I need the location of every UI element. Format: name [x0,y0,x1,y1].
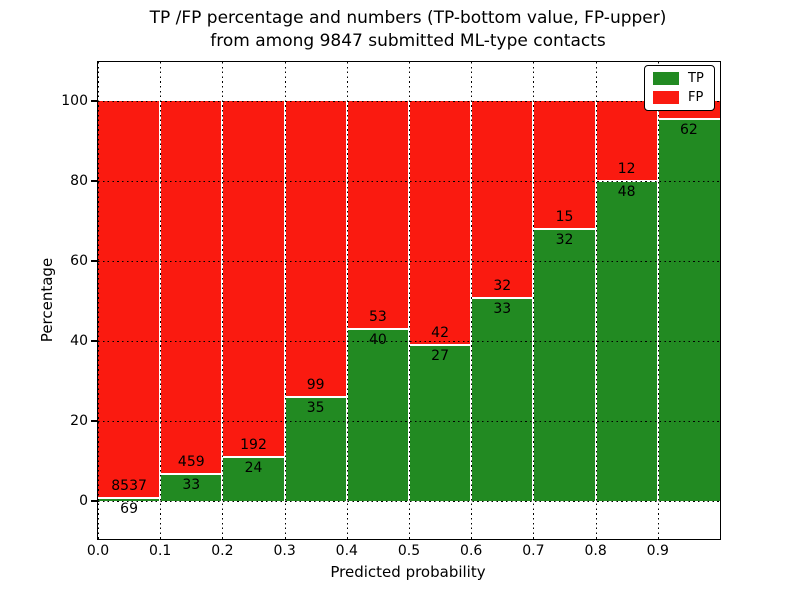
bar-label-fp-4: 53 [368,309,387,325]
bar-label-fp-3: 99 [306,376,325,393]
x-tick-label-0.2: 0.2 [211,543,234,559]
gridline-x-0.4 [346,62,348,539]
bar-label-tp-4: 40 [368,332,387,348]
bar-boundary-edge-0 [98,496,161,499]
bar-boundary-edge-3 [284,395,347,398]
y-tick-label-100: 100 [61,93,88,109]
gridline-x-0.2 [222,62,224,539]
gridline-x-0.8 [595,62,597,539]
bar-label-fp-2: 192 [240,436,267,453]
bar-segment-fp-4 [346,101,409,329]
bar-label-tp-5: 27 [431,347,450,364]
y-tick-label-0: 0 [79,493,88,509]
y-tick-mark-40 [91,340,97,342]
bar-segment-fp-8 [595,101,658,181]
bar-label-tp-8: 48 [617,184,636,200]
bar-boundary-edge-5 [409,343,472,346]
bar-label-fp-1: 459 [177,454,205,471]
gridline-x-0.7 [533,62,535,539]
y-tick-mark-20 [91,420,97,422]
bar-segment-tp-4 [346,329,409,501]
bar-label-tp-2: 24 [244,459,263,476]
bar-boundary-edge-1 [160,473,223,476]
bar-segment-tp-2 [222,456,285,501]
x-tick-label-0.7: 0.7 [522,543,545,559]
bar-boundary-edge-2 [222,455,285,458]
bar-segment-tp-5 [409,344,472,501]
bar-boundary-edge-4 [346,328,409,330]
bar-segment-tp-1 [160,474,223,501]
y-tick-label-20: 20 [70,413,88,429]
y-axis-label: Percentage [38,257,56,343]
legend: TP FP [644,65,715,111]
bar-label-fp-7: 15 [555,208,574,225]
y-tick-mark-100 [91,100,97,102]
bar-boundary-edge-7 [533,227,596,230]
bar-segment-fp-5 [409,101,472,345]
y-tick-mark-60 [91,260,97,262]
gridline-x-0.9 [657,62,659,539]
legend-swatch-tp-icon [653,72,679,85]
chart-title-line2: from among 9847 submitted ML-type contac… [210,31,606,51]
bar-boundary-edge-9 [657,118,720,121]
bar-segment-fp-1 [160,101,223,475]
bar-label-tp-6: 33 [493,300,512,317]
bar-label-fp-0: 8537 [111,477,147,494]
bar-label-tp-7: 32 [555,231,574,248]
bar-label-fp-8: 12 [617,161,636,177]
bar-label-tp-3: 35 [306,399,325,416]
x-tick-label-0.9: 0.9 [646,543,669,559]
legend-label-fp: FP [688,90,704,105]
chart-title-line1: TP /FP percentage and numbers (TP-bottom… [149,8,667,28]
bar-segment-fp-3 [284,101,347,397]
bar-label-fp-6: 32 [493,277,512,294]
legend-entry-tp: TP [653,72,704,85]
x-tick-label-0.3: 0.3 [273,543,296,559]
x-tick-label-0.6: 0.6 [460,543,483,559]
x-axis-label: Predicted probability [330,563,486,581]
chart-title: TP /FP percentage and numbers (TP-bottom… [97,7,719,53]
x-tick-label-0.5: 0.5 [397,543,421,559]
x-tick-label-0.0: 0.0 [86,543,110,559]
y-tick-label-80: 80 [70,173,88,189]
y-tick-mark-80 [91,180,97,182]
gridline-x-0.6 [471,62,473,539]
bar-label-tp-9: 62 [679,122,698,139]
bar-segment-fp-7 [533,101,596,229]
bar-segment-tp-7 [533,228,596,501]
legend-entry-fp: FP [653,91,704,104]
bar-segment-fp-6 [471,101,534,298]
gridline-x-0.1 [160,62,162,539]
y-tick-label-60: 60 [70,253,88,269]
bar-segment-fp-0 [98,101,161,498]
bar-segment-tp-3 [284,396,347,501]
bar-label-tp-1: 33 [182,477,201,494]
x-tick-label-0.1: 0.1 [149,543,172,559]
legend-swatch-fp-icon [653,91,679,104]
bar-segment-tp-0 [98,497,161,501]
bar-segment-tp-9 [657,119,720,501]
y-tick-label-40: 40 [70,333,88,349]
bar-segment-tp-6 [471,297,534,501]
legend-label-tp: TP [688,71,704,86]
gridline-x-0.3 [284,62,286,539]
gridline-x-0.0 [98,62,99,539]
x-tick-label-0.4: 0.4 [335,543,358,559]
bar-boundary-edge-6 [471,296,534,299]
bar-label-tp-0: 69 [120,500,139,517]
x-tick-label-0.8: 0.8 [584,543,607,559]
plot-area: 0 20 40 60 80 100 0.0 0.1 0.2 0.3 0.4 0.5 0.6 0.7 0.8 0… [61,61,721,559]
y-tick-mark-0 [91,500,97,502]
gridline-x-0.5 [409,62,410,539]
bar-label-fp-5: 42 [431,324,450,341]
bar-segment-fp-2 [222,101,285,457]
